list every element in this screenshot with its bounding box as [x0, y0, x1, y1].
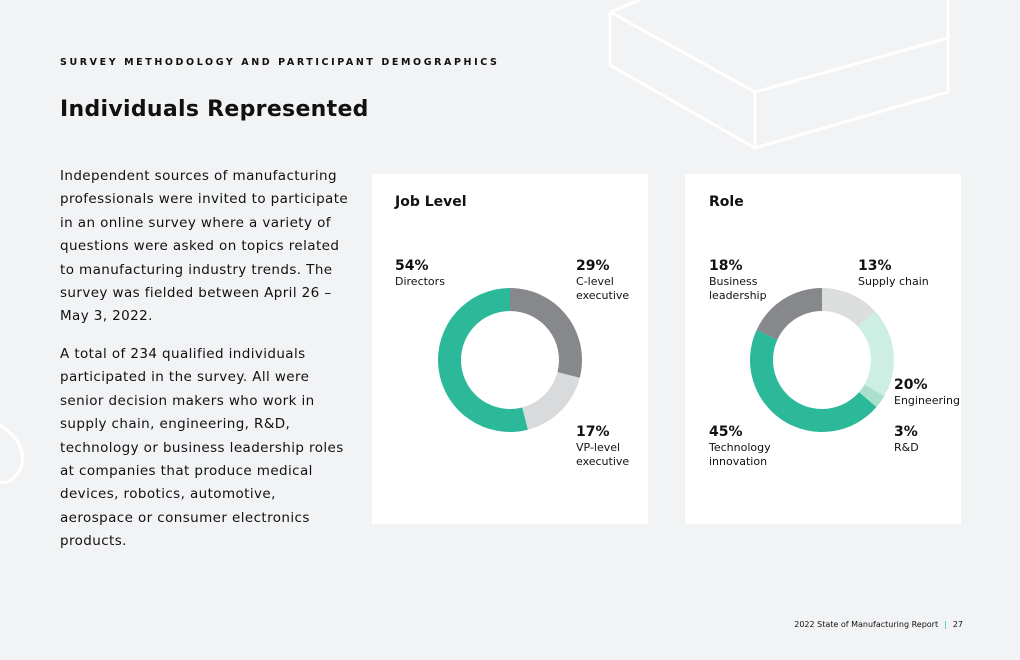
donut-segment	[859, 384, 885, 408]
percent-label: 45%	[709, 424, 743, 440]
donut-segment	[857, 311, 895, 396]
percent-label: 17%	[576, 424, 610, 440]
donut-segment	[822, 288, 875, 327]
segment-label: 29% C-level executive	[576, 257, 636, 303]
percent-label: 54%	[395, 258, 429, 274]
percent-label: 20%	[894, 377, 928, 393]
percent-label: 13%	[858, 258, 892, 274]
segment-label: 3% R&D	[894, 423, 944, 455]
category-label: Supply chain	[858, 275, 929, 288]
segment-label: 17% VP-level executive	[576, 423, 636, 469]
percent-label: 18%	[709, 258, 743, 274]
page-title: Individuals Represented	[60, 97, 369, 122]
category-label: Engineering	[894, 394, 960, 407]
category-label: Directors	[395, 275, 445, 288]
category-label: R&D	[894, 441, 919, 454]
percent-label: 3%	[894, 424, 918, 440]
chart-title: Role	[709, 194, 744, 210]
eyebrow: SURVEY METHODOLOGY AND PARTICIPANT DEMOG…	[60, 57, 500, 68]
donut-segment	[756, 288, 822, 340]
footer: 2022 State of Manufacturing Report | 27	[794, 620, 963, 629]
donut-segment	[438, 288, 528, 432]
category-label: Technology innovation	[709, 441, 771, 468]
card	[372, 174, 648, 524]
page-number: 27	[952, 620, 963, 629]
card	[685, 174, 961, 524]
separator: |	[944, 620, 947, 629]
donut-segment	[750, 330, 877, 432]
report-name: 2022 State of Manufacturing Report	[794, 620, 939, 629]
segment-label: 13% Supply chain	[858, 257, 948, 289]
paragraph: Independent sources of manufacturing pro…	[60, 168, 349, 325]
category-label: VP-level executive	[576, 441, 630, 468]
category-label: C-level executive	[576, 275, 630, 302]
segment-label: 18% Business leadership	[709, 257, 769, 303]
paragraph: A total of 234 qualified individuals par…	[60, 346, 344, 550]
segment-label: 45% Technology innovation	[709, 423, 779, 469]
category-label: Business leadership	[709, 275, 767, 302]
segment-label: 54% Directors	[395, 257, 475, 289]
chart-title: Job Level	[395, 194, 467, 210]
percent-label: 29%	[576, 258, 610, 274]
donut-segment	[522, 372, 580, 430]
segment-label: 20% Engineering	[894, 376, 964, 408]
donut-segment	[510, 288, 582, 378]
